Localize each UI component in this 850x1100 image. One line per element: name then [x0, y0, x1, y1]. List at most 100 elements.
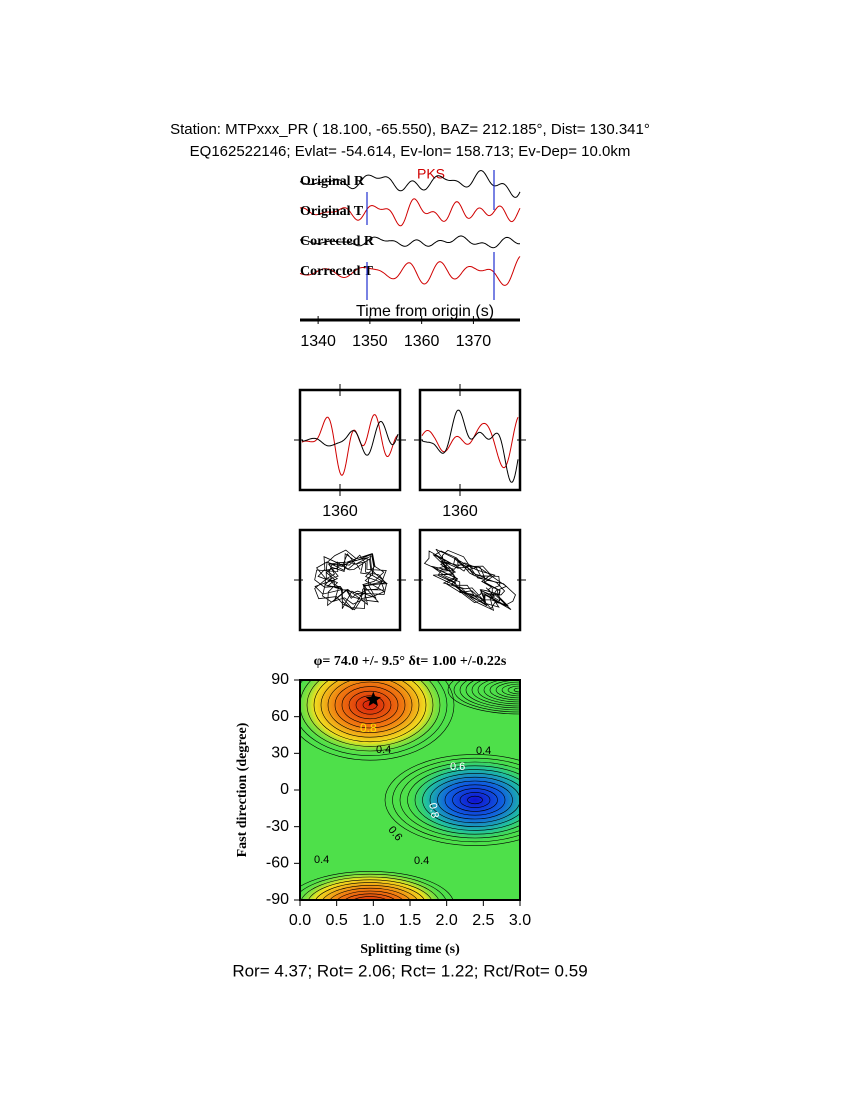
contour-line [352, 896, 388, 900]
x-tick-label: 1360 [404, 333, 440, 350]
contour-line [444, 784, 506, 816]
x-tick-label: 0.0 [289, 912, 311, 929]
contour-label: 0.8 [426, 802, 440, 819]
trace-label: Original R [300, 174, 365, 189]
y-tick-label: 0 [280, 781, 289, 798]
contour-line [336, 890, 404, 900]
best-fit-star [365, 691, 381, 706]
contour-label: 0.4 [414, 855, 429, 867]
contour-line [320, 680, 420, 738]
contour-line [453, 680, 520, 713]
contour-line [355, 695, 385, 715]
contour-label: 0.4 [376, 744, 391, 756]
contour-label: 0.4 [476, 745, 491, 757]
contour-line [315, 882, 425, 900]
contour-line [344, 893, 396, 900]
contour-line [341, 686, 399, 724]
grid-map [300, 680, 520, 908]
contour-line [307, 879, 433, 900]
contour-line [507, 685, 520, 695]
contour-line [429, 776, 520, 824]
contour-line [459, 680, 520, 711]
header-line: EQ162522146; Evlat= -54.614, Ev-lon= 158… [190, 143, 631, 160]
waveform [301, 420, 399, 456]
x-tick-label: 1.0 [362, 912, 384, 929]
contour-line [348, 690, 392, 720]
contour-line [300, 876, 440, 900]
contour-line [467, 795, 483, 805]
x-tick-label: 1350 [352, 333, 388, 350]
x-tick-label: 0.5 [326, 912, 348, 929]
contour-line [334, 681, 406, 729]
contour-line [363, 902, 377, 908]
y-tick-label: 90 [271, 671, 289, 688]
y-tick-label: -30 [266, 818, 289, 835]
contour-line [322, 885, 418, 900]
contour-line [300, 680, 441, 752]
contour-line [452, 788, 498, 812]
contour-line [362, 899, 378, 900]
phase-label: PKS [417, 166, 445, 182]
contour-line [313, 680, 427, 743]
x-tick-label: 1370 [456, 333, 492, 350]
x-axis-label: Splitting time (s) [360, 942, 460, 957]
contour-line [300, 871, 454, 900]
contour-line [459, 792, 491, 808]
header-line: Station: MTPxxx_PR ( 18.100, -65.550), B… [170, 121, 650, 138]
contour-line [437, 780, 513, 820]
x-tick-label: 1360 [442, 503, 478, 520]
contour-line [447, 680, 520, 715]
contour-line [422, 773, 520, 827]
waveform [421, 409, 519, 483]
y-tick-label: 60 [271, 708, 289, 725]
waveform [299, 235, 520, 249]
trace-label: Original T [300, 204, 364, 219]
contour-line [329, 887, 411, 900]
y-tick-label: -90 [266, 891, 289, 908]
y-tick-label: -60 [266, 855, 289, 872]
contour-label: 0.4 [314, 854, 329, 866]
waveform [301, 414, 399, 477]
x-tick-label: 3.0 [509, 912, 531, 929]
contour-line [513, 687, 520, 693]
footer: Ror= 4.37; Rot= 2.06; Rct= 1.22; Rct/Rot… [232, 961, 587, 980]
particle-motion [423, 548, 516, 612]
waveform [421, 417, 519, 469]
contour-label: 0.8 [360, 721, 377, 735]
waveform [299, 169, 521, 198]
trace-label: Corrected R [300, 234, 375, 249]
contour-line [477, 680, 520, 705]
y-tick-label: 30 [271, 745, 289, 762]
contour-line [489, 680, 520, 701]
contour-line [471, 680, 520, 707]
x-tick-label: 2.0 [436, 912, 458, 929]
x-tick-label: 1.5 [399, 912, 421, 929]
contour-line [465, 680, 520, 709]
trace-label: Corrected T [300, 264, 374, 279]
contour-line [483, 680, 520, 703]
contour-line [495, 681, 520, 699]
contour-line [300, 680, 455, 761]
x-tick-label: 1340 [300, 333, 336, 350]
contour-line [327, 680, 413, 733]
x-tick-label: 2.5 [472, 912, 494, 929]
x-axis-label: Time from origin (s) [356, 303, 494, 320]
waveform [299, 256, 521, 286]
contour-line [384, 754, 520, 846]
contour-line [306, 680, 434, 747]
contour-line [300, 873, 447, 900]
contour-line [399, 761, 520, 839]
contour-line [407, 765, 520, 835]
contour-line [392, 757, 520, 843]
y-axis-label: Fast direction (degree) [235, 722, 250, 857]
grid-title: φ= 74.0 +/- 9.5° δt= 1.00 +/-0.22s [314, 654, 507, 669]
panel-frame [418, 528, 522, 632]
particle-motion [314, 549, 388, 611]
contour-label: 0.6 [450, 761, 465, 773]
contour-line [300, 680, 448, 756]
waveform [299, 198, 521, 227]
contour-line [501, 683, 520, 697]
x-tick-label: 1360 [322, 503, 358, 520]
panel-frame [418, 388, 522, 492]
